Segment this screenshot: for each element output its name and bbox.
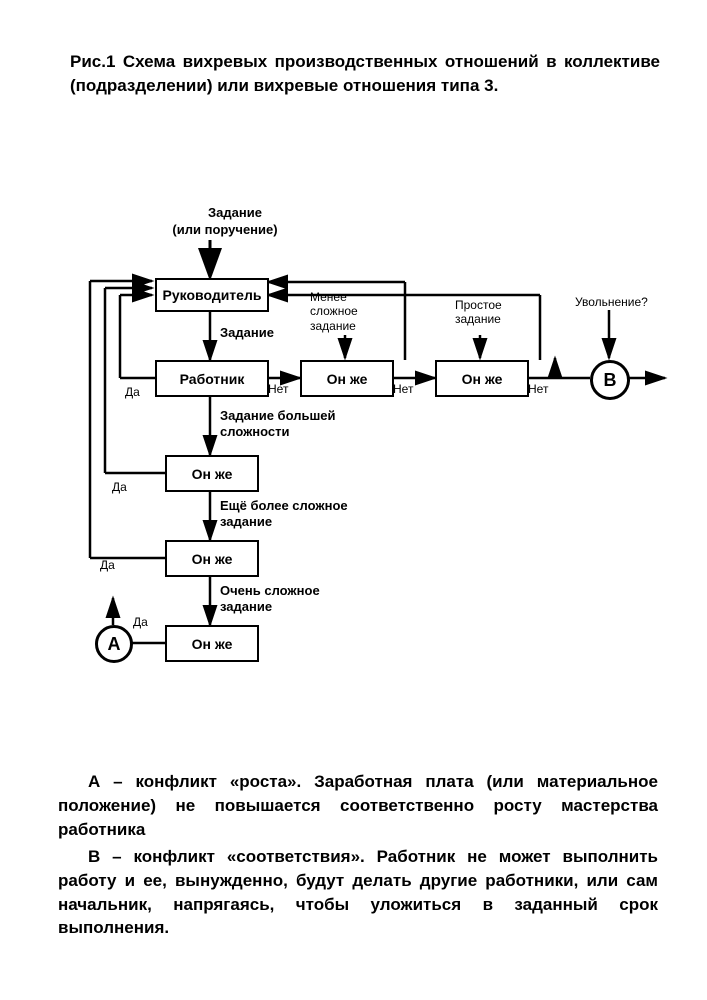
start-label-1: Задание [175, 205, 295, 221]
same-box-h1: Он же [300, 360, 394, 397]
no-2: Нет [393, 382, 413, 396]
yes-4: Да [133, 615, 148, 629]
dismissal-label: Увольнение? [575, 295, 648, 309]
circle-a: А [95, 625, 133, 663]
same-box-2: Он же [165, 540, 259, 577]
simple-task-label: Простоезадание [455, 298, 525, 327]
footer-b: В – конфликт «соответствия». Работник не… [58, 845, 658, 940]
task-more-label: Ещё более сложноезадание [220, 498, 380, 529]
task-label: Задание [220, 325, 274, 341]
yes-2: Да [112, 480, 127, 494]
footer-a: А – конфликт «роста». Заработная плата (… [58, 770, 658, 841]
same-box-3: Он же [165, 625, 259, 662]
leader-box: Руководитель [155, 278, 269, 312]
worker-box: Работник [155, 360, 269, 397]
same-box-1: Он же [165, 455, 259, 492]
same-box-h2: Он же [435, 360, 529, 397]
task-bigger-label: Задание большейсложности [220, 408, 370, 439]
no-1: Нет [268, 382, 288, 396]
no-3: Нет [528, 382, 548, 396]
start-label-2: (или поручение) [155, 222, 295, 238]
yes-3: Да [100, 558, 115, 572]
yes-1: Да [125, 385, 140, 399]
task-very-label: Очень сложноезадание [220, 583, 370, 614]
less-complex-label: Менеесложноезадание [310, 290, 390, 333]
circle-b: В [590, 360, 630, 400]
